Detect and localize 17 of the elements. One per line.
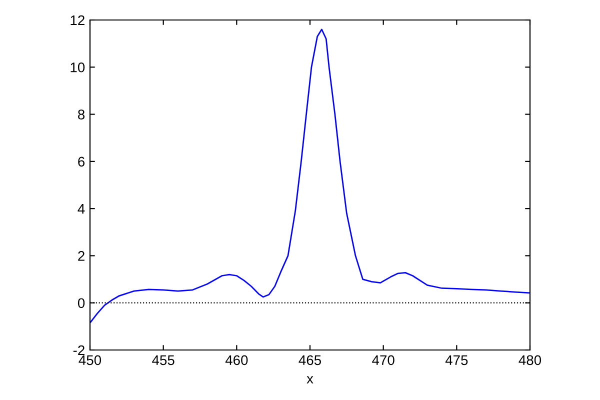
x-tick-label: 455 xyxy=(152,355,174,366)
x-tick-label: 480 xyxy=(518,355,542,366)
y-tick-label: 10 xyxy=(70,62,85,72)
x-tick-label: 460 xyxy=(225,355,248,366)
x-tick-label: 465 xyxy=(298,355,322,366)
y-tick-label: -2 xyxy=(73,345,84,356)
y-tick-label: 6 xyxy=(78,156,85,167)
x-tick-label: 470 xyxy=(372,355,394,366)
x-tick-label: 475 xyxy=(445,355,468,366)
x-tick-label: 450 xyxy=(78,355,102,366)
y-tick-label: 2 xyxy=(78,251,84,261)
y-tick-label: 0 xyxy=(78,298,85,308)
y-tick-label: 4 xyxy=(78,204,85,214)
x-axis-title: x xyxy=(306,376,314,384)
line-series xyxy=(90,28,530,324)
y-tick-label: 8 xyxy=(78,110,85,120)
y-tick-label: 12 xyxy=(70,15,84,26)
